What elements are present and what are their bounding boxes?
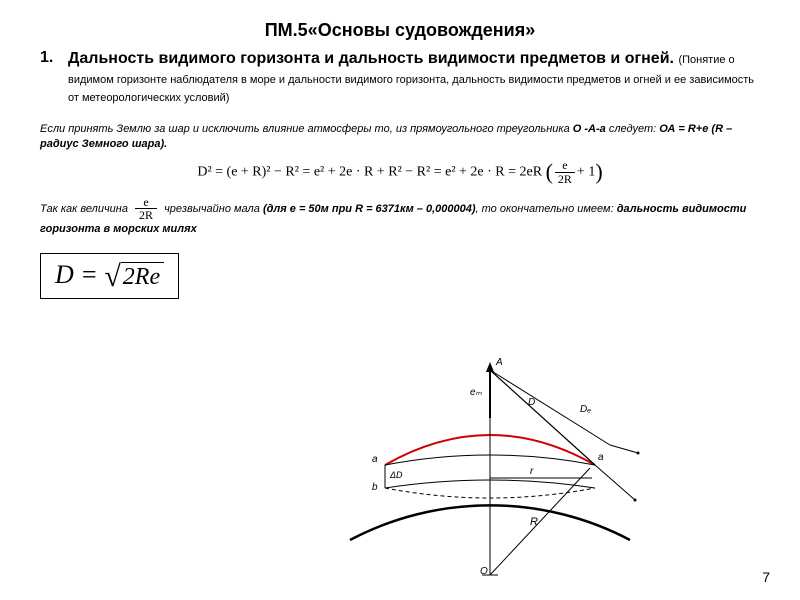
formula-fraction: e 2R — [555, 159, 575, 185]
heading-body: Дальность видимого горизонта и дальность… — [68, 49, 760, 106]
p1-text-b: О -А-а — [573, 123, 606, 135]
p1-text-c: следует: — [606, 123, 659, 135]
p2-frac-den: 2R — [135, 209, 157, 222]
tangent-dot — [634, 499, 637, 502]
heading-main-text: Дальность видимого горизонта и дальность… — [68, 50, 674, 67]
tangent-ext — [595, 465, 635, 500]
p2-frac-num: e — [135, 196, 157, 210]
slide: ПМ.5«Основы судовождения» 1. Дальность в… — [0, 0, 800, 600]
formula-frac-num: e — [555, 159, 575, 173]
page-title: ПМ.5«Основы судовождения» — [40, 20, 760, 41]
label-R: R — [530, 516, 538, 528]
result-formula-box: D = √ 2Re — [40, 253, 179, 299]
label-De: Dₑ — [580, 404, 591, 415]
label-dD: ΔD — [389, 470, 403, 480]
sqrt: √ 2Re — [104, 262, 164, 292]
paragraph-2: Так как величина e 2R чрезвычайно мала (… — [40, 196, 760, 237]
line-De-ext — [610, 445, 638, 453]
heading: 1. Дальность видимого горизонта и дально… — [40, 49, 760, 106]
result-lhs: D = — [55, 260, 104, 289]
heading-number: 1. — [40, 49, 68, 67]
paragraph-1: Если принять Землю за шар и исключить вл… — [40, 122, 760, 152]
label-a-left: a — [372, 454, 378, 465]
label-A: A — [495, 357, 503, 368]
p2-a: Так как величина — [40, 203, 128, 215]
p2-b: чрезвычайно мала — [164, 203, 263, 215]
horizon-diagram: A eₘ D Dₑ a b ΔD a R r O — [330, 350, 650, 580]
label-O: O — [480, 566, 488, 577]
label-D: D — [528, 397, 535, 408]
line-De — [490, 370, 610, 445]
line-D — [490, 370, 595, 465]
radius-R — [490, 468, 590, 575]
label-a-right: a — [598, 452, 604, 463]
arrowhead-icon — [486, 362, 494, 372]
page-number: 7 — [762, 569, 770, 585]
label-eM: eₘ — [470, 387, 483, 398]
p2-d: , то окончательно имеем: — [476, 203, 617, 215]
formula-tail: + 1 — [577, 165, 595, 180]
result-body: 2Re — [121, 262, 164, 292]
formula-frac-den: 2R — [555, 173, 575, 186]
p2-c: (для е = 50м при R = 6371км – 0,000004) — [263, 203, 476, 215]
label-r: r — [530, 466, 534, 477]
p1-text-a: Если принять Землю за шар и исключить вл… — [40, 123, 573, 135]
label-b-left: b — [372, 482, 378, 493]
formula-plain: D² = (e + R)² − R² = e² + 2e · R + R² − … — [197, 165, 542, 180]
radical-icon: √ — [104, 262, 120, 292]
p2-fraction: e 2R — [135, 196, 157, 222]
de-dot — [637, 452, 640, 455]
derivation-formula: D² = (e + R)² − R² = e² + 2e · R + R² − … — [40, 159, 760, 185]
